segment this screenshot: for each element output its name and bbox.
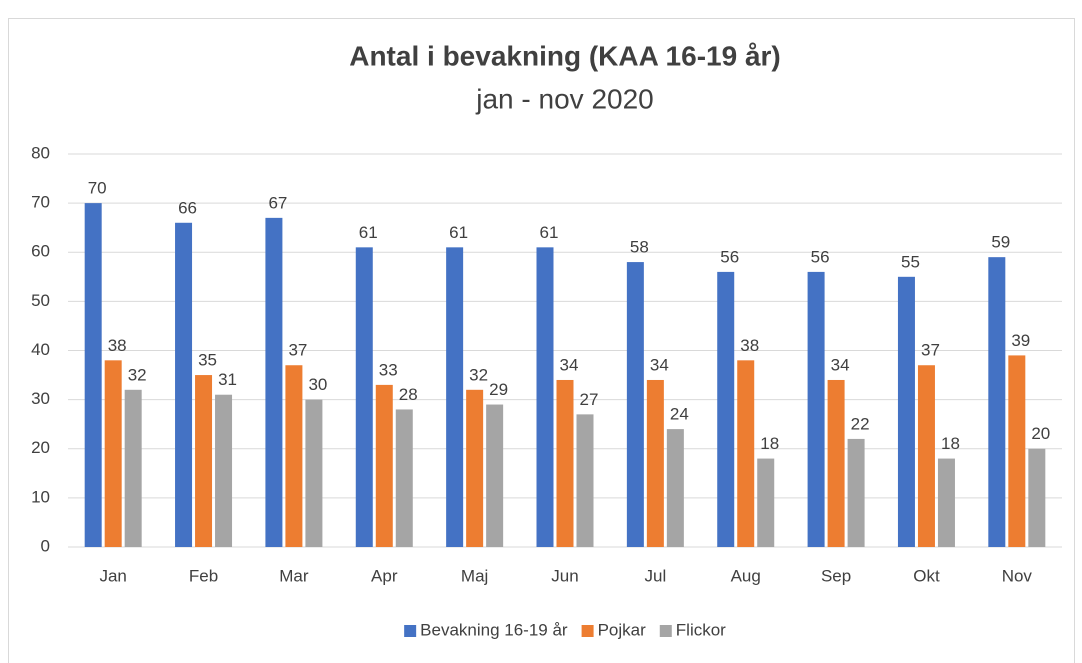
- bar: [737, 360, 755, 547]
- bar: [104, 360, 122, 547]
- data-label: 55: [901, 252, 920, 271]
- bar: [988, 257, 1006, 547]
- bar: [847, 438, 865, 547]
- data-label: 61: [540, 223, 559, 242]
- bar: [556, 379, 574, 547]
- bar: [937, 458, 955, 547]
- data-label: 34: [831, 355, 850, 374]
- bar: [175, 222, 193, 547]
- data-label: 70: [88, 179, 107, 198]
- data-label: 61: [359, 223, 378, 242]
- y-tick-label: 80: [31, 143, 50, 162]
- y-tick-label: 40: [31, 340, 50, 359]
- chart-title: Antal i bevakning (KAA 16-19 år): [349, 40, 781, 71]
- data-label: 32: [469, 365, 488, 384]
- data-label: 29: [489, 380, 508, 399]
- legend-label: Pojkar: [598, 620, 647, 639]
- bar: [807, 271, 825, 547]
- bar: [757, 458, 775, 547]
- bar: [827, 379, 845, 547]
- x-tick-label: Jan: [99, 566, 126, 585]
- data-label: 32: [128, 365, 147, 384]
- x-tick-label: Sep: [821, 566, 851, 585]
- data-label: 38: [108, 336, 127, 355]
- bar: [305, 399, 323, 547]
- bar: [84, 203, 102, 547]
- legend-label: Flickor: [676, 620, 726, 639]
- y-tick-label: 50: [31, 291, 50, 310]
- bar: [717, 271, 735, 547]
- bar: [646, 379, 664, 547]
- bar: [285, 365, 303, 547]
- data-label: 34: [650, 355, 669, 374]
- data-label: 28: [399, 385, 418, 404]
- data-label: 56: [720, 247, 739, 266]
- bar: [195, 375, 213, 547]
- data-label: 20: [1031, 424, 1050, 443]
- x-tick-label: Jul: [644, 566, 666, 585]
- y-tick-label: 10: [31, 487, 50, 506]
- x-tick-label: Aug: [731, 566, 761, 585]
- data-label: 30: [308, 375, 327, 394]
- x-tick-label: Jun: [551, 566, 578, 585]
- data-label: 22: [851, 414, 870, 433]
- bar: [375, 384, 393, 547]
- bar: [897, 276, 915, 547]
- data-label: 18: [760, 434, 779, 453]
- bar: [215, 394, 233, 547]
- bar: [917, 365, 935, 547]
- data-label: 27: [580, 390, 599, 409]
- legend-label: Bevakning 16-19 år: [420, 620, 568, 639]
- data-label: 33: [379, 360, 398, 379]
- data-label: 58: [630, 238, 649, 257]
- y-tick-label: 30: [31, 389, 50, 408]
- data-label: 37: [288, 341, 307, 360]
- bar: [395, 409, 413, 547]
- bar: [1008, 355, 1026, 547]
- x-tick-label: Nov: [1002, 566, 1033, 585]
- chart-subtitle: jan - nov 2020: [475, 83, 653, 114]
- data-label: 37: [921, 341, 940, 360]
- y-tick-label: 20: [31, 438, 50, 457]
- y-tick-label: 0: [41, 536, 50, 555]
- legend-swatch: [581, 625, 594, 637]
- bar: [124, 389, 142, 547]
- data-label: 66: [178, 198, 197, 217]
- data-label: 24: [670, 405, 689, 424]
- legend-swatch: [659, 625, 672, 637]
- bar: [446, 247, 464, 547]
- y-tick-label: 60: [31, 242, 50, 261]
- bar: [466, 389, 484, 547]
- bar: [1028, 448, 1046, 547]
- x-tick-label: Feb: [189, 566, 218, 585]
- bar: [536, 247, 554, 547]
- x-tick-label: Mar: [279, 566, 309, 585]
- legend-swatch: [404, 625, 417, 637]
- bar: [486, 404, 504, 547]
- data-label: 38: [740, 336, 759, 355]
- x-tick-label: Apr: [371, 566, 398, 585]
- data-label: 56: [811, 247, 830, 266]
- bar: [355, 247, 373, 547]
- bar: [265, 217, 283, 548]
- data-label: 31: [218, 370, 237, 389]
- x-tick-label: Maj: [461, 566, 488, 585]
- data-label: 59: [991, 233, 1010, 252]
- data-label: 18: [941, 434, 960, 453]
- data-label: 35: [198, 351, 217, 370]
- y-tick-label: 70: [31, 193, 50, 212]
- bar: [666, 429, 684, 547]
- bar: [576, 414, 594, 547]
- bar: [626, 262, 644, 547]
- data-label: 39: [1011, 331, 1030, 350]
- data-label: 34: [560, 355, 579, 374]
- x-tick-label: Okt: [913, 566, 940, 585]
- data-label: 61: [449, 223, 468, 242]
- data-label: 67: [268, 193, 287, 212]
